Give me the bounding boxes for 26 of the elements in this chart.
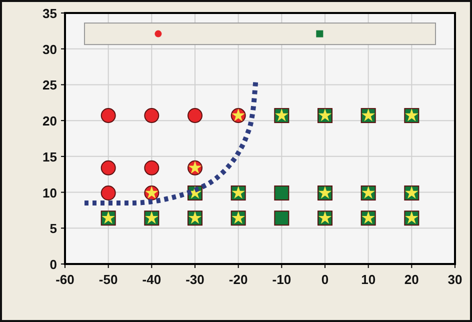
x-tick-label: 10 xyxy=(361,272,376,287)
y-tick-label: 35 xyxy=(42,6,57,21)
x-tick-label: -20 xyxy=(228,272,248,287)
x-tick-label: 0 xyxy=(321,272,329,287)
x-tick-label: -50 xyxy=(98,272,118,287)
point xyxy=(100,108,116,124)
y-tick-label: 30 xyxy=(42,42,57,57)
x-tick-label: -40 xyxy=(142,272,162,287)
x-tick-label: 30 xyxy=(448,272,462,287)
x-tick-label: -10 xyxy=(272,272,292,287)
y-tick-label: 20 xyxy=(42,114,57,129)
x-tick-label: -60 xyxy=(56,272,74,287)
y-tick-label: 10 xyxy=(42,185,57,200)
y-tick-label: 0 xyxy=(50,257,57,272)
y-tick-label: 5 xyxy=(50,221,57,236)
point xyxy=(144,108,160,124)
x-tick-label: 20 xyxy=(404,272,419,287)
x-tick-label: -30 xyxy=(186,272,204,287)
point xyxy=(100,160,116,176)
point xyxy=(100,186,116,201)
point xyxy=(274,210,290,226)
point xyxy=(274,186,290,201)
y-tick-label: 25 xyxy=(42,78,57,93)
point xyxy=(144,160,160,176)
y-tick-label: 15 xyxy=(42,149,57,164)
point xyxy=(188,108,202,124)
